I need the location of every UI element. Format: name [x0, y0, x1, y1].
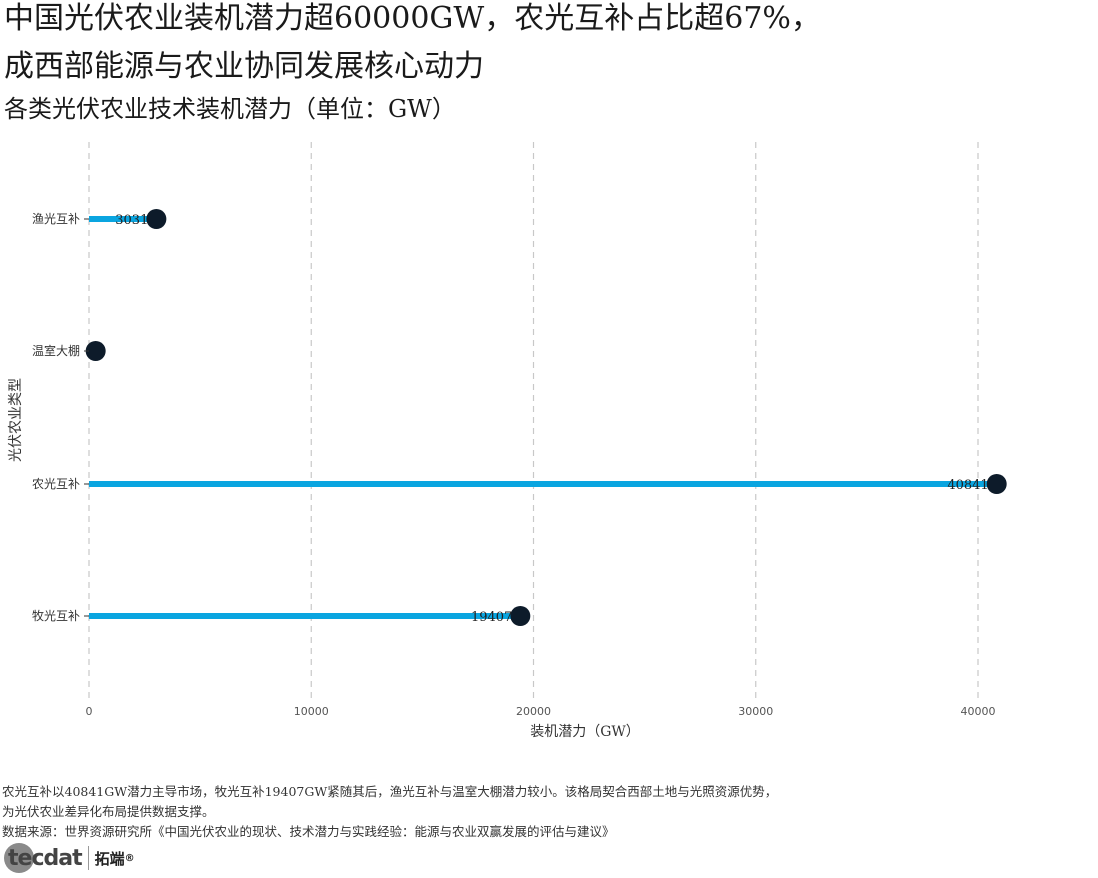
chart-title-line-1: 中国光伏农业装机潜力超60000GW，农光互补占比超67%， — [4, 1, 821, 36]
dot-农光互补 — [986, 474, 1007, 494]
y-tick-label: 渔光互补 — [32, 212, 80, 226]
x-tick-label: 10000 — [294, 705, 329, 718]
x-tick-label: 0 — [86, 705, 93, 718]
dot-渔光互补 — [146, 209, 167, 229]
grid-lines — [88, 142, 979, 698]
data-label: 40841 — [947, 478, 988, 493]
x-tick-label: 20000 — [516, 705, 551, 718]
chart-subtitle: 各类光伏农业技术装机潜力（单位：GW） — [4, 95, 456, 123]
brand-logo: tecdat 拓端 ® — [4, 842, 135, 874]
x-axis: 0 10000 20000 30000 40000 — [86, 705, 996, 718]
data-label: 3031 — [115, 213, 148, 228]
y-tick-label: 农光互补 — [32, 477, 80, 491]
logo-divider — [87, 846, 89, 870]
dot-牧光互补 — [510, 606, 531, 626]
note-line-2: 为光伏农业差异化布局提供数据支撑。 — [2, 804, 215, 819]
x-tick-label: 40000 — [961, 705, 996, 718]
x-tick-label: 30000 — [738, 705, 773, 718]
bars-group: 3031 40841 19407 — [85, 209, 1007, 626]
chart-title-line-2: 成西部能源与农业协同发展核心动力 — [4, 49, 484, 84]
logo-circle-icon — [4, 843, 34, 873]
y-tick-label: 温室大棚 — [32, 343, 80, 358]
logo-text: tecdat — [8, 845, 83, 871]
registered-mark: ® — [124, 852, 135, 864]
x-axis-label: 装机潜力（GW） — [530, 724, 640, 740]
logo-cn-text: 拓端 — [94, 849, 125, 868]
y-axis-label: 光伏农业类型 — [8, 378, 24, 462]
dot-温室大棚 — [85, 341, 106, 361]
source-note: 数据来源：世界资源研究所《中国光伏农业的现状、技术潜力与实践经验：能源与农业双赢… — [2, 824, 615, 839]
y-tick-label: 牧光互补 — [32, 609, 80, 623]
note-line-1: 农光互补以40841GW潜力主导市场，牧光互补19407GW紧随其后，渔光互补与… — [2, 784, 778, 799]
data-label: 19407 — [471, 610, 512, 625]
